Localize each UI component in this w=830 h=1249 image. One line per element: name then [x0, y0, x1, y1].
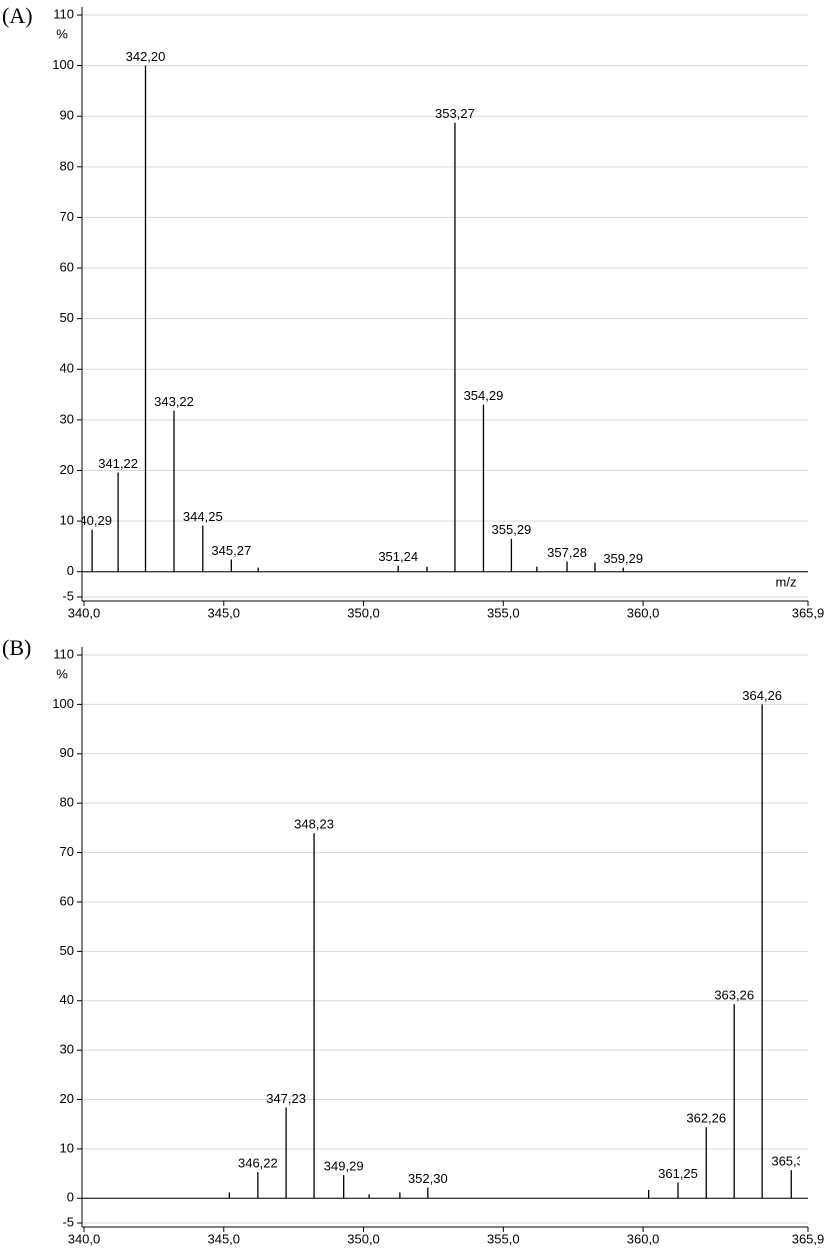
- x-tick-label: 340,0: [68, 1231, 101, 1246]
- x-tick-label: 340,0: [68, 605, 101, 620]
- y-tick-label: 110: [53, 646, 74, 661]
- x-tick-label: 365,9: [792, 1231, 825, 1246]
- y-tick-label: 40: [60, 992, 74, 1007]
- x-axis-label: m/z: [776, 574, 797, 589]
- peak-label: 364,26: [742, 688, 782, 703]
- peak-label: 346,22: [238, 1156, 278, 1171]
- peak-label: 357,28: [547, 545, 587, 560]
- y-tick-label: -5: [62, 588, 74, 603]
- peak-label: 348,23: [294, 817, 334, 832]
- peak-label: 342,20: [126, 49, 166, 64]
- peak-label: 352,30: [408, 1171, 448, 1186]
- peak-label: 351,24: [378, 549, 418, 564]
- y-tick-label: 20: [60, 462, 74, 477]
- y-tick-label: 30: [60, 1042, 74, 1057]
- peak-label: 362,26: [686, 1111, 726, 1126]
- peak-label: 340,29: [72, 513, 112, 528]
- y-tick-label: 80: [60, 795, 74, 810]
- y-tick-label: 40: [60, 361, 74, 376]
- y-tick-label: 70: [60, 209, 74, 224]
- x-tick-label: 350,0: [347, 605, 380, 620]
- x-tick-label: 345,0: [207, 1231, 240, 1246]
- peak-label: 363,26: [714, 988, 754, 1003]
- peak-label: 355,29: [492, 522, 532, 537]
- x-tick-label: 355,0: [487, 605, 520, 620]
- y-tick-label: 0: [67, 1190, 74, 1205]
- peak-label: 341,22: [98, 456, 138, 471]
- y-tick-label: 90: [60, 108, 74, 123]
- y-tick-label: 70: [60, 844, 74, 859]
- peak-label: 343,22: [154, 394, 194, 409]
- y-tick-label: 0: [67, 563, 74, 578]
- y-tick-label: 90: [60, 745, 74, 760]
- peak-label: 344,25: [183, 509, 223, 524]
- y-axis-label: %: [56, 666, 68, 681]
- x-tick-label: 365,9: [792, 605, 825, 620]
- x-tick-label: 355,0: [487, 1231, 520, 1246]
- y-tick-label: 10: [60, 513, 74, 528]
- peak-label: 365,30: [771, 1154, 811, 1169]
- x-tick-label: 360,0: [627, 605, 660, 620]
- x-tick-label: 350,0: [347, 1231, 380, 1246]
- y-tick-label: 110: [53, 6, 74, 21]
- peak-label: 354,29: [464, 388, 504, 403]
- y-tick-label: 60: [60, 259, 74, 274]
- x-tick-label: 360,0: [627, 1231, 660, 1246]
- y-tick-label: 100: [52, 696, 74, 711]
- y-tick-label: 30: [60, 411, 74, 426]
- panel-label: (A): [2, 3, 33, 28]
- peak-label: 353,27: [435, 106, 475, 121]
- peak-label: 349,29: [324, 1159, 364, 1174]
- x-tick-label: 345,0: [207, 605, 240, 620]
- peak-label: 361,25: [658, 1166, 698, 1181]
- peak-label: 359,29: [603, 551, 643, 566]
- peak-label: 345,27: [211, 543, 251, 558]
- y-tick-label: 50: [60, 943, 74, 958]
- peak-label: 347,23: [266, 1091, 306, 1106]
- y-tick-label: -5: [62, 1214, 74, 1229]
- y-tick-label: 100: [52, 57, 74, 72]
- y-tick-label: 50: [60, 310, 74, 325]
- y-tick-label: 20: [60, 1091, 74, 1106]
- y-tick-label: 80: [60, 158, 74, 173]
- y-tick-label: 10: [60, 1140, 74, 1155]
- y-axis-label: %: [56, 26, 68, 41]
- y-tick-label: 60: [60, 893, 74, 908]
- panel-label: (B): [2, 635, 31, 660]
